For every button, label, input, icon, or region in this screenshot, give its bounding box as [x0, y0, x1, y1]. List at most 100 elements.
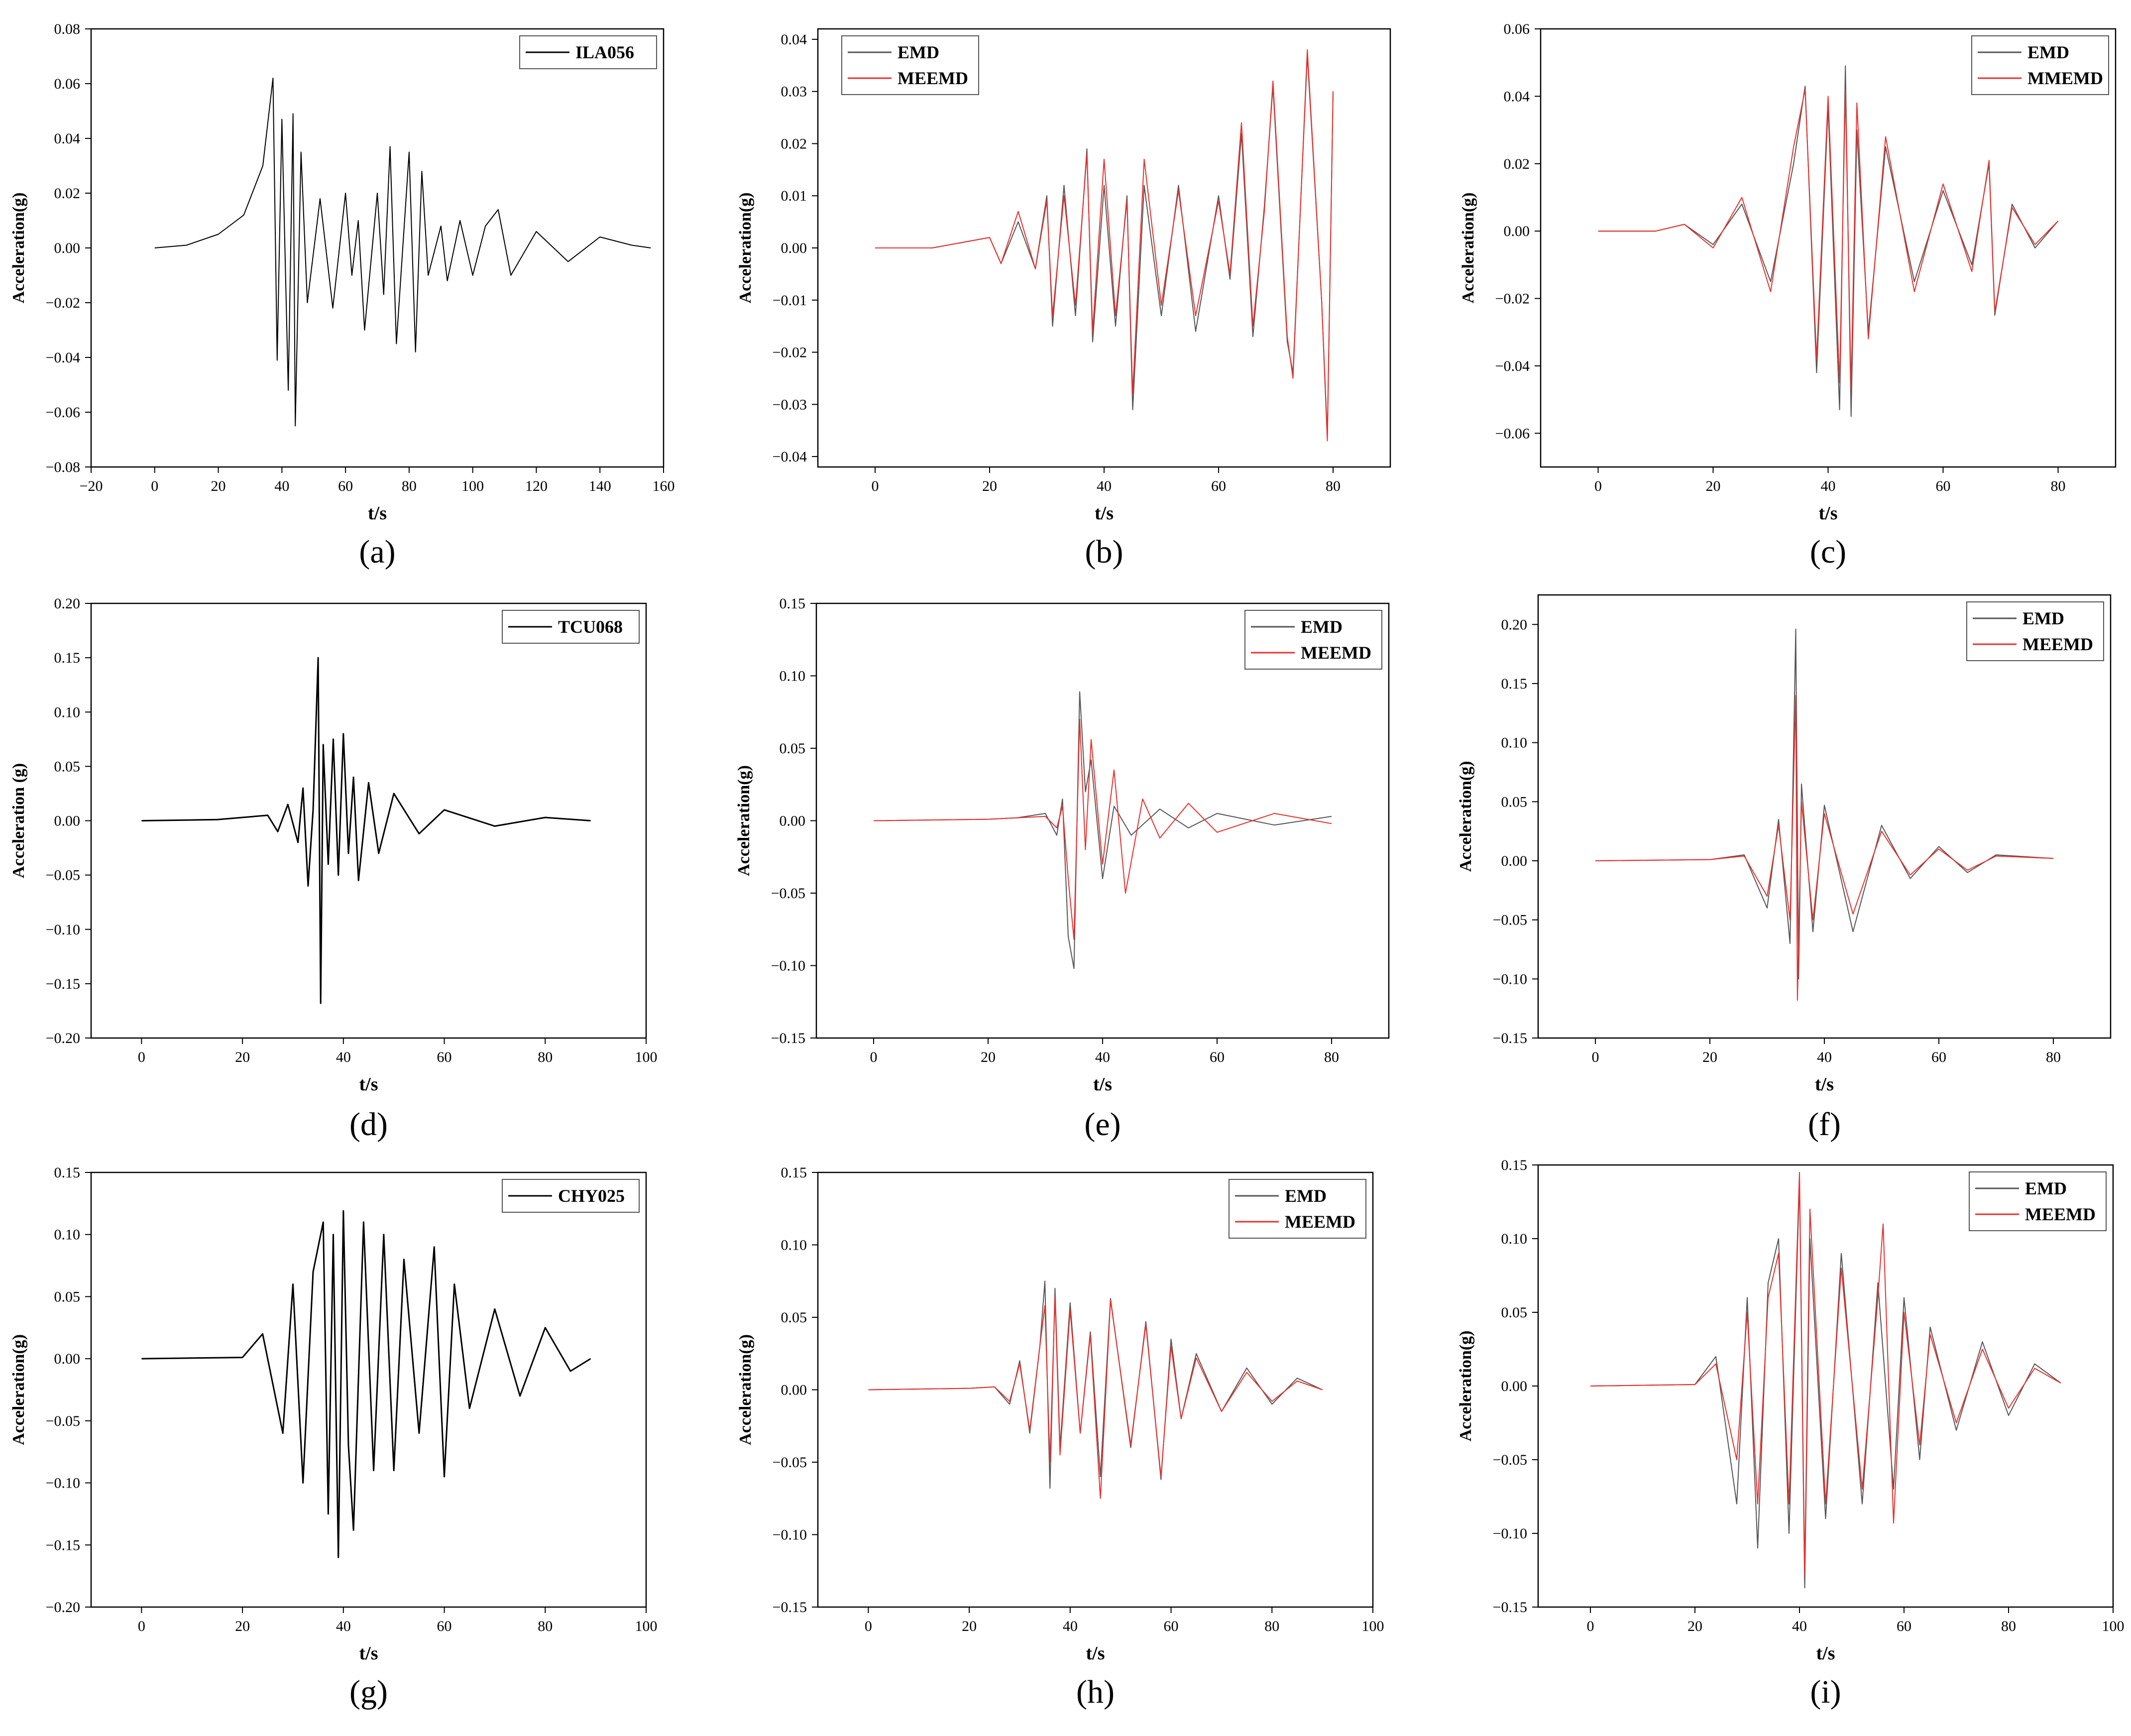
- y-tick-label: 0.08: [54, 21, 81, 37]
- y-tick-label: 0.10: [781, 1237, 807, 1254]
- legend-entry-label: CHY025: [558, 1186, 625, 1206]
- series-line-h-0: [868, 1280, 1323, 1489]
- y-tick-label: −0.04: [1495, 358, 1530, 374]
- y-tick-label: −0.06: [46, 404, 80, 421]
- y-tick-label: −0.02: [1495, 291, 1530, 307]
- y-tick-label: 0.20: [54, 595, 81, 612]
- y-tick-label: 0.00: [781, 240, 807, 256]
- x-tick-label: 40: [1792, 1618, 1807, 1634]
- x-tick-label: 80: [1326, 478, 1341, 494]
- panel-caption: (g): [349, 1674, 388, 1710]
- x-axis-title: t/s: [1095, 503, 1114, 524]
- x-tick-label: 100: [2102, 1618, 2125, 1634]
- panel-caption: (d): [349, 1106, 388, 1143]
- y-tick-label: −0.10: [1493, 1525, 1527, 1542]
- legend-entry-label: MMEMD: [2027, 68, 2103, 88]
- y-tick-label: −0.15: [773, 1599, 807, 1616]
- y-tick-label: −0.05: [1493, 912, 1527, 928]
- x-tick-label: 100: [635, 1049, 658, 1065]
- y-tick-label: 0.05: [1501, 1304, 1528, 1321]
- y-tick-label: −0.20: [46, 1030, 80, 1046]
- legend-entry-label: EMD: [1301, 617, 1343, 637]
- x-tick-label: 140: [589, 478, 611, 494]
- x-tick-label: 60: [437, 1618, 452, 1634]
- panel-c: 0 20 40 60 80 −0.06 −0.04 −0.02 0.00 0.02 0.04 0.06…: [1459, 21, 2117, 570]
- y-tick-label: −0.02: [46, 295, 80, 311]
- series-line-a-0: [154, 78, 651, 427]
- legend: EMD MEEMD: [1966, 601, 2104, 661]
- y-tick-label: 0.05: [54, 758, 81, 775]
- x-tick-label: 20: [235, 1618, 250, 1634]
- y-axis-title: Acceleration(g): [1459, 193, 1477, 304]
- legend-frame: [841, 35, 979, 95]
- x-axis-title: t/s: [359, 1643, 378, 1664]
- x-tick-label: 20: [982, 478, 997, 494]
- x-tick-label: 100: [635, 1618, 658, 1634]
- x-tick-label: 120: [525, 478, 548, 494]
- x-tick-label: 0: [1592, 1049, 1599, 1065]
- y-tick-label: −0.10: [773, 1527, 807, 1543]
- series-line-i-1: [1590, 1171, 2061, 1575]
- panel-caption: (f): [1808, 1106, 1841, 1143]
- panel-caption: (a): [359, 534, 395, 570]
- x-tick-label: 0: [151, 478, 158, 494]
- y-axis-title: Acceleration (g): [9, 763, 28, 878]
- panel-d: 0 20 40 60 80 100 −0.20 −0.15 −0.10 −0.05 0.00 0.05…: [9, 595, 658, 1143]
- x-tick-label: 40: [336, 1049, 351, 1065]
- panel-caption: (e): [1084, 1106, 1121, 1143]
- legend-frame: [1969, 1171, 2107, 1231]
- x-tick-label: 0: [1587, 1618, 1594, 1634]
- x-axis-title: t/s: [1086, 1643, 1105, 1664]
- panel-caption: (i): [1810, 1674, 1841, 1710]
- legend-entry-label: EMD: [2027, 42, 2069, 62]
- y-tick-label: −0.05: [46, 867, 80, 884]
- x-tick-label: 40: [1095, 1049, 1110, 1065]
- x-tick-label: 0: [865, 1618, 872, 1634]
- x-tick-label: 40: [274, 478, 289, 494]
- x-tick-label: 100: [461, 478, 484, 494]
- panel-f: 0 20 40 60 80 −0.15 −0.10 −0.05 0.00 0.05 0.10 0.15…: [1457, 594, 2112, 1143]
- x-tick-label: 60: [1897, 1618, 1911, 1634]
- x-tick-label: 60: [338, 478, 353, 494]
- y-tick-label: −0.03: [773, 396, 807, 413]
- y-axis-title: Acceleration(g): [1457, 1331, 1475, 1442]
- y-tick-label: 0.04: [1504, 88, 1530, 105]
- legend-frame: [1971, 35, 2109, 95]
- y-tick-label: 0.15: [1501, 1157, 1528, 1173]
- legend-entry-label: EMD: [2025, 1178, 2067, 1198]
- panel-caption: (c): [1810, 534, 1846, 570]
- y-tick-label: 0.03: [781, 84, 807, 100]
- y-axis-title: Acceleration(g): [735, 765, 753, 876]
- y-tick-label: −0.15: [1493, 1599, 1527, 1616]
- y-tick-label: −0.01: [773, 292, 807, 309]
- y-tick-label: 0.15: [54, 650, 81, 666]
- legend-frame: [1244, 610, 1382, 670]
- y-tick-label: 0.06: [1504, 21, 1530, 37]
- y-tick-label: 0.02: [781, 135, 807, 152]
- y-tick-label: −0.02: [773, 345, 807, 361]
- x-axis-title: t/s: [368, 503, 387, 524]
- x-tick-label: 100: [1362, 1618, 1384, 1634]
- legend: ILA056: [519, 35, 657, 69]
- x-axis-title: t/s: [359, 1074, 378, 1095]
- y-tick-label: −0.15: [46, 976, 80, 992]
- y-tick-label: −0.20: [46, 1599, 80, 1616]
- y-tick-label: 0.04: [781, 31, 807, 48]
- x-axis-title: t/s: [1819, 503, 1838, 524]
- y-tick-label: −0.04: [773, 449, 807, 465]
- legend-entry-label: MEEMD: [2025, 1204, 2096, 1224]
- x-tick-label: −20: [80, 478, 103, 494]
- panel-g: 0 20 40 60 80 100 −0.20 −0.15 −0.10 −0.05 0.00 0.05…: [9, 1164, 658, 1710]
- y-axis-title: Acceleration(g): [736, 1334, 755, 1445]
- panel-e: 0 20 40 60 80 −0.15 −0.10 −0.05 0.00 0.05 0.10 0.15…: [735, 595, 1390, 1143]
- legend: TCU068: [502, 610, 640, 644]
- x-tick-label: 60: [1210, 1049, 1225, 1065]
- plot-frame: [90, 1171, 647, 1608]
- x-tick-label: 20: [1702, 1049, 1717, 1065]
- y-tick-label: −0.05: [773, 1454, 807, 1471]
- x-tick-label: 80: [2001, 1618, 2016, 1634]
- legend-entry-label: ILA056: [575, 42, 634, 62]
- plot-frame: [90, 28, 665, 468]
- legend: CHY025: [502, 1179, 640, 1213]
